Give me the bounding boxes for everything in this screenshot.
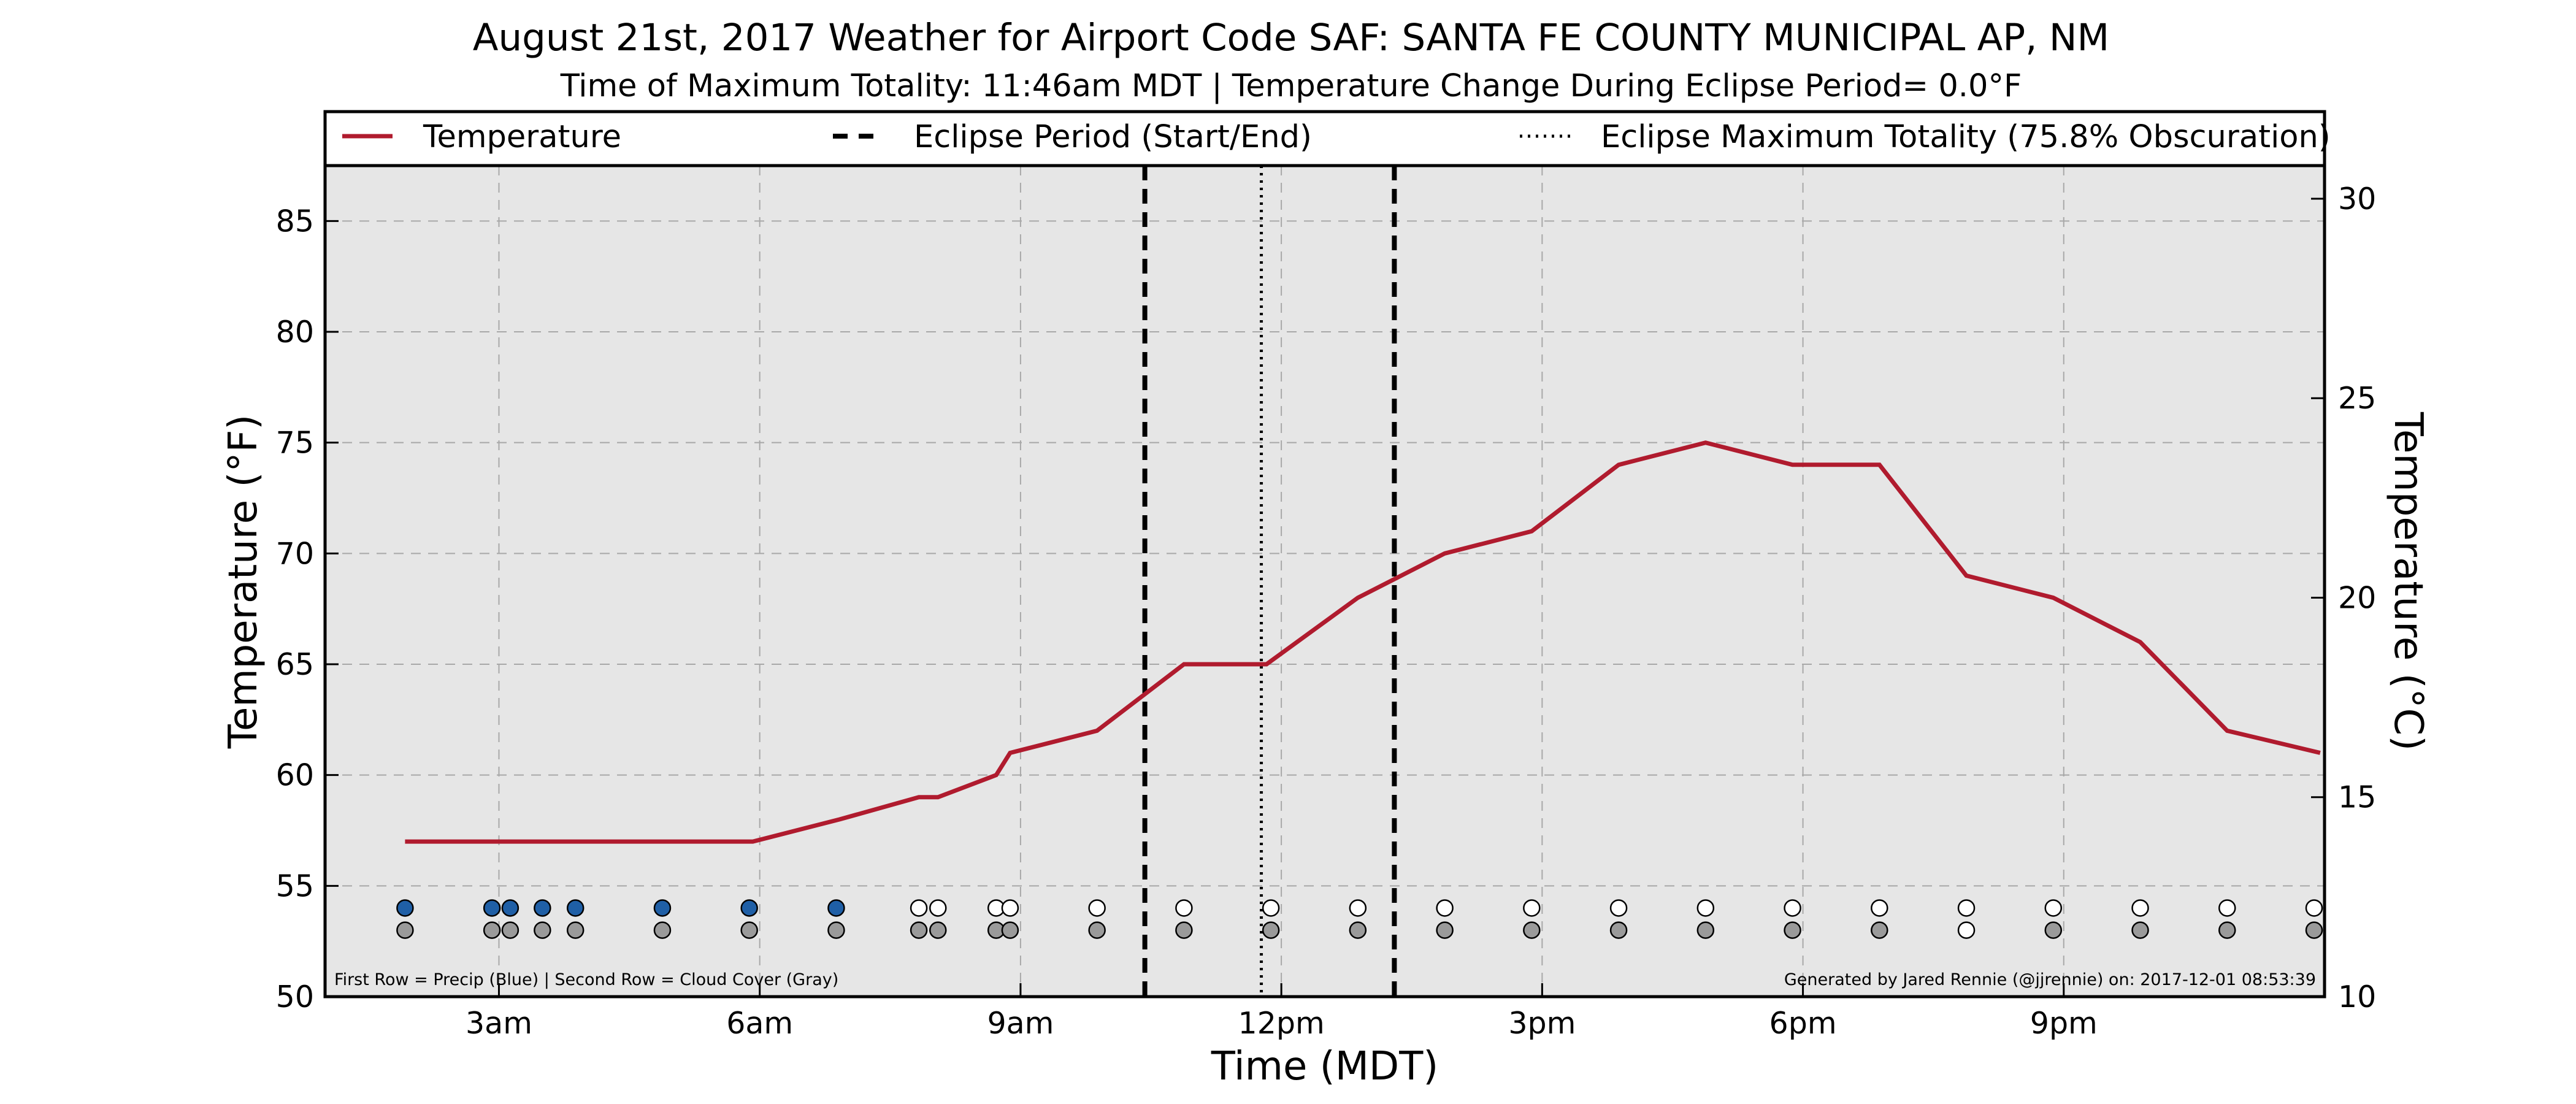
cloud-cover-marker — [1001, 921, 1019, 939]
precip-marker — [929, 899, 947, 917]
cloud-cover-marker — [910, 921, 928, 939]
y-tick-label: 75 — [276, 426, 314, 461]
precip-marker — [1784, 899, 1801, 917]
legend-eclipse-max-totality-label: Eclipse Maximum Totality (75.8% Obscurat… — [1601, 119, 2331, 155]
precip-marker — [566, 899, 585, 917]
precip-marker — [2131, 899, 2149, 917]
precip-marker — [2305, 899, 2323, 917]
x-tick-label: 12pm — [1238, 1006, 1325, 1041]
precip-marker — [1609, 899, 1628, 917]
y-tick-label: 65 — [276, 647, 314, 682]
y-tick-label: 55 — [276, 868, 314, 903]
precip-marker — [1088, 899, 1106, 917]
chart-title: August 21st, 2017 Weather for Airport Co… — [473, 16, 2109, 59]
y-right-tick-label: 30 — [2338, 182, 2376, 217]
x-tick-label: 6am — [726, 1006, 793, 1041]
y-right-tick-label: 25 — [2338, 381, 2376, 416]
x-tick-label: 3am — [466, 1006, 532, 1041]
axes: 3am 6am 9am 12pm 3pm 6pm 9pm 50 55 60 65 70 75 80 85 10… — [276, 182, 2377, 1041]
cloud-cover-marker — [1349, 921, 1367, 939]
cloud-cover-marker — [396, 921, 414, 939]
cloud-cover-marker — [566, 921, 585, 939]
cloud-cover-marker — [2131, 921, 2149, 939]
x-axis-label: Time (MDT) — [1211, 1044, 1439, 1089]
cloud-cover-marker — [827, 921, 845, 939]
chart-subtitle: Time of Maximum Totality: 11:46am MDT | … — [560, 68, 2022, 104]
precip-marker — [910, 899, 928, 917]
cloud-cover-marker — [1696, 921, 1715, 939]
precip-marker — [1957, 899, 1976, 917]
legend-temperature-label: Temperature — [423, 119, 621, 155]
precip-marker — [483, 899, 501, 917]
cloud-cover-marker — [740, 921, 758, 939]
x-tick-label: 9am — [987, 1006, 1054, 1041]
observation-markers — [396, 899, 2323, 939]
precip-marker — [1175, 899, 1193, 917]
precip-marker — [1349, 899, 1367, 917]
cloud-cover-marker — [1523, 921, 1541, 939]
series-layer — [405, 440, 2321, 844]
footer-note-left: First Row = Precip (Blue) | Second Row =… — [334, 970, 838, 989]
y-right-tick-label: 20 — [2338, 580, 2376, 615]
cloud-cover-marker — [501, 921, 519, 939]
precip-marker — [1523, 899, 1541, 917]
x-tick-label: 6pm — [1769, 1006, 1837, 1041]
precip-marker — [1871, 899, 1888, 917]
cloud-cover-marker — [1957, 921, 1976, 939]
cloud-cover-marker — [2044, 921, 2063, 939]
x-tick-label: 3pm — [1508, 1006, 1576, 1041]
precip-marker — [653, 899, 672, 917]
y-tick-label: 85 — [276, 204, 314, 239]
cloud-cover-marker — [1262, 921, 1280, 939]
y-tick-label: 60 — [276, 758, 314, 793]
precip-marker — [534, 899, 551, 917]
precip-marker — [2044, 899, 2063, 917]
y-right-tick-label: 10 — [2338, 979, 2376, 1014]
y-axis-label: Temperature (°F) — [221, 415, 266, 749]
y-axis-label-right: Temperature (°C) — [2385, 412, 2431, 751]
cloud-cover-marker — [483, 921, 501, 939]
cloud-cover-marker — [2305, 921, 2323, 939]
precip-marker — [1696, 899, 1715, 917]
x-tick-label: 9pm — [2030, 1006, 2098, 1041]
cloud-cover-marker — [2218, 921, 2236, 939]
precip-marker — [827, 899, 845, 917]
eclipse-lines — [1142, 166, 1397, 997]
legend: Temperature Eclipse Period (Start/End) Ecl… — [323, 110, 2331, 167]
y-tick-label: 50 — [276, 979, 314, 1014]
precip-marker — [740, 899, 758, 917]
footer-note-right: Generated by Jared Rennie (@jjrennie) on… — [1784, 970, 2316, 989]
cloud-cover-marker — [653, 921, 672, 939]
cloud-cover-marker — [1088, 921, 1106, 939]
cloud-cover-marker — [1784, 921, 1801, 939]
cloud-cover-marker — [534, 921, 551, 939]
precip-marker — [501, 899, 519, 917]
cloud-cover-marker — [1871, 921, 1888, 939]
plot-area — [325, 166, 2325, 997]
precip-marker — [1262, 899, 1280, 917]
cloud-cover-marker — [1436, 921, 1454, 939]
cloud-cover-marker — [1175, 921, 1193, 939]
legend-eclipse-period-label: Eclipse Period (Start/End) — [914, 119, 1312, 155]
temperature-line — [405, 440, 2321, 844]
precip-marker — [1001, 899, 1019, 917]
y-right-tick-label: 15 — [2338, 780, 2376, 815]
y-tick-label: 70 — [276, 536, 314, 571]
legend-box — [323, 110, 2326, 167]
precip-marker — [396, 899, 414, 917]
y-tick-label: 80 — [276, 315, 314, 350]
cloud-cover-marker — [929, 921, 947, 939]
precip-marker — [2218, 899, 2236, 917]
cloud-cover-marker — [1609, 921, 1628, 939]
grid — [325, 166, 2325, 997]
precip-marker — [1436, 899, 1454, 917]
